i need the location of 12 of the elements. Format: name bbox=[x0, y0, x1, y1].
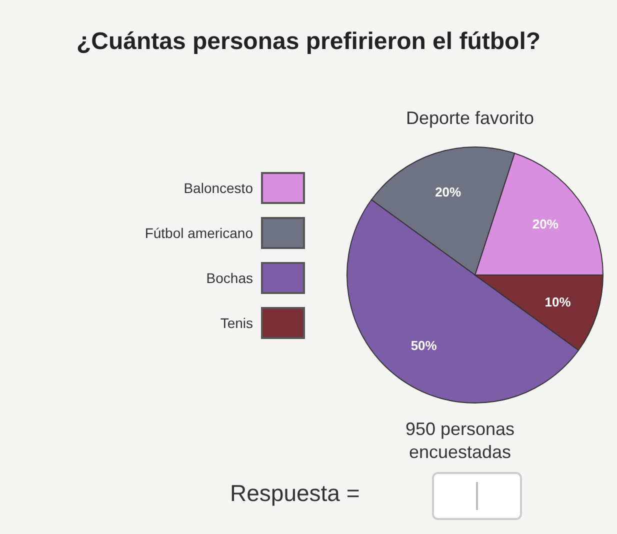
text: 950 personas encuestadas bbox=[404, 418, 516, 464]
legend-label: Fútbol americano bbox=[144, 225, 253, 241]
data-label: 20% bbox=[435, 184, 462, 200]
data-label: 50% bbox=[410, 338, 438, 353]
legend-label: Baloncesto bbox=[184, 180, 253, 196]
chart-title: ¿Cuántas personas prefirieron el fútbol? bbox=[75, 28, 542, 56]
text: Respuesta = bbox=[230, 480, 360, 507]
legend-label: Tenis bbox=[220, 315, 253, 331]
legend-label: Bochas bbox=[206, 270, 253, 286]
data-label: 10% bbox=[544, 294, 572, 310]
chart-subtitle: Deporte favorito bbox=[404, 108, 536, 129]
data-label: 20% bbox=[532, 216, 559, 232]
